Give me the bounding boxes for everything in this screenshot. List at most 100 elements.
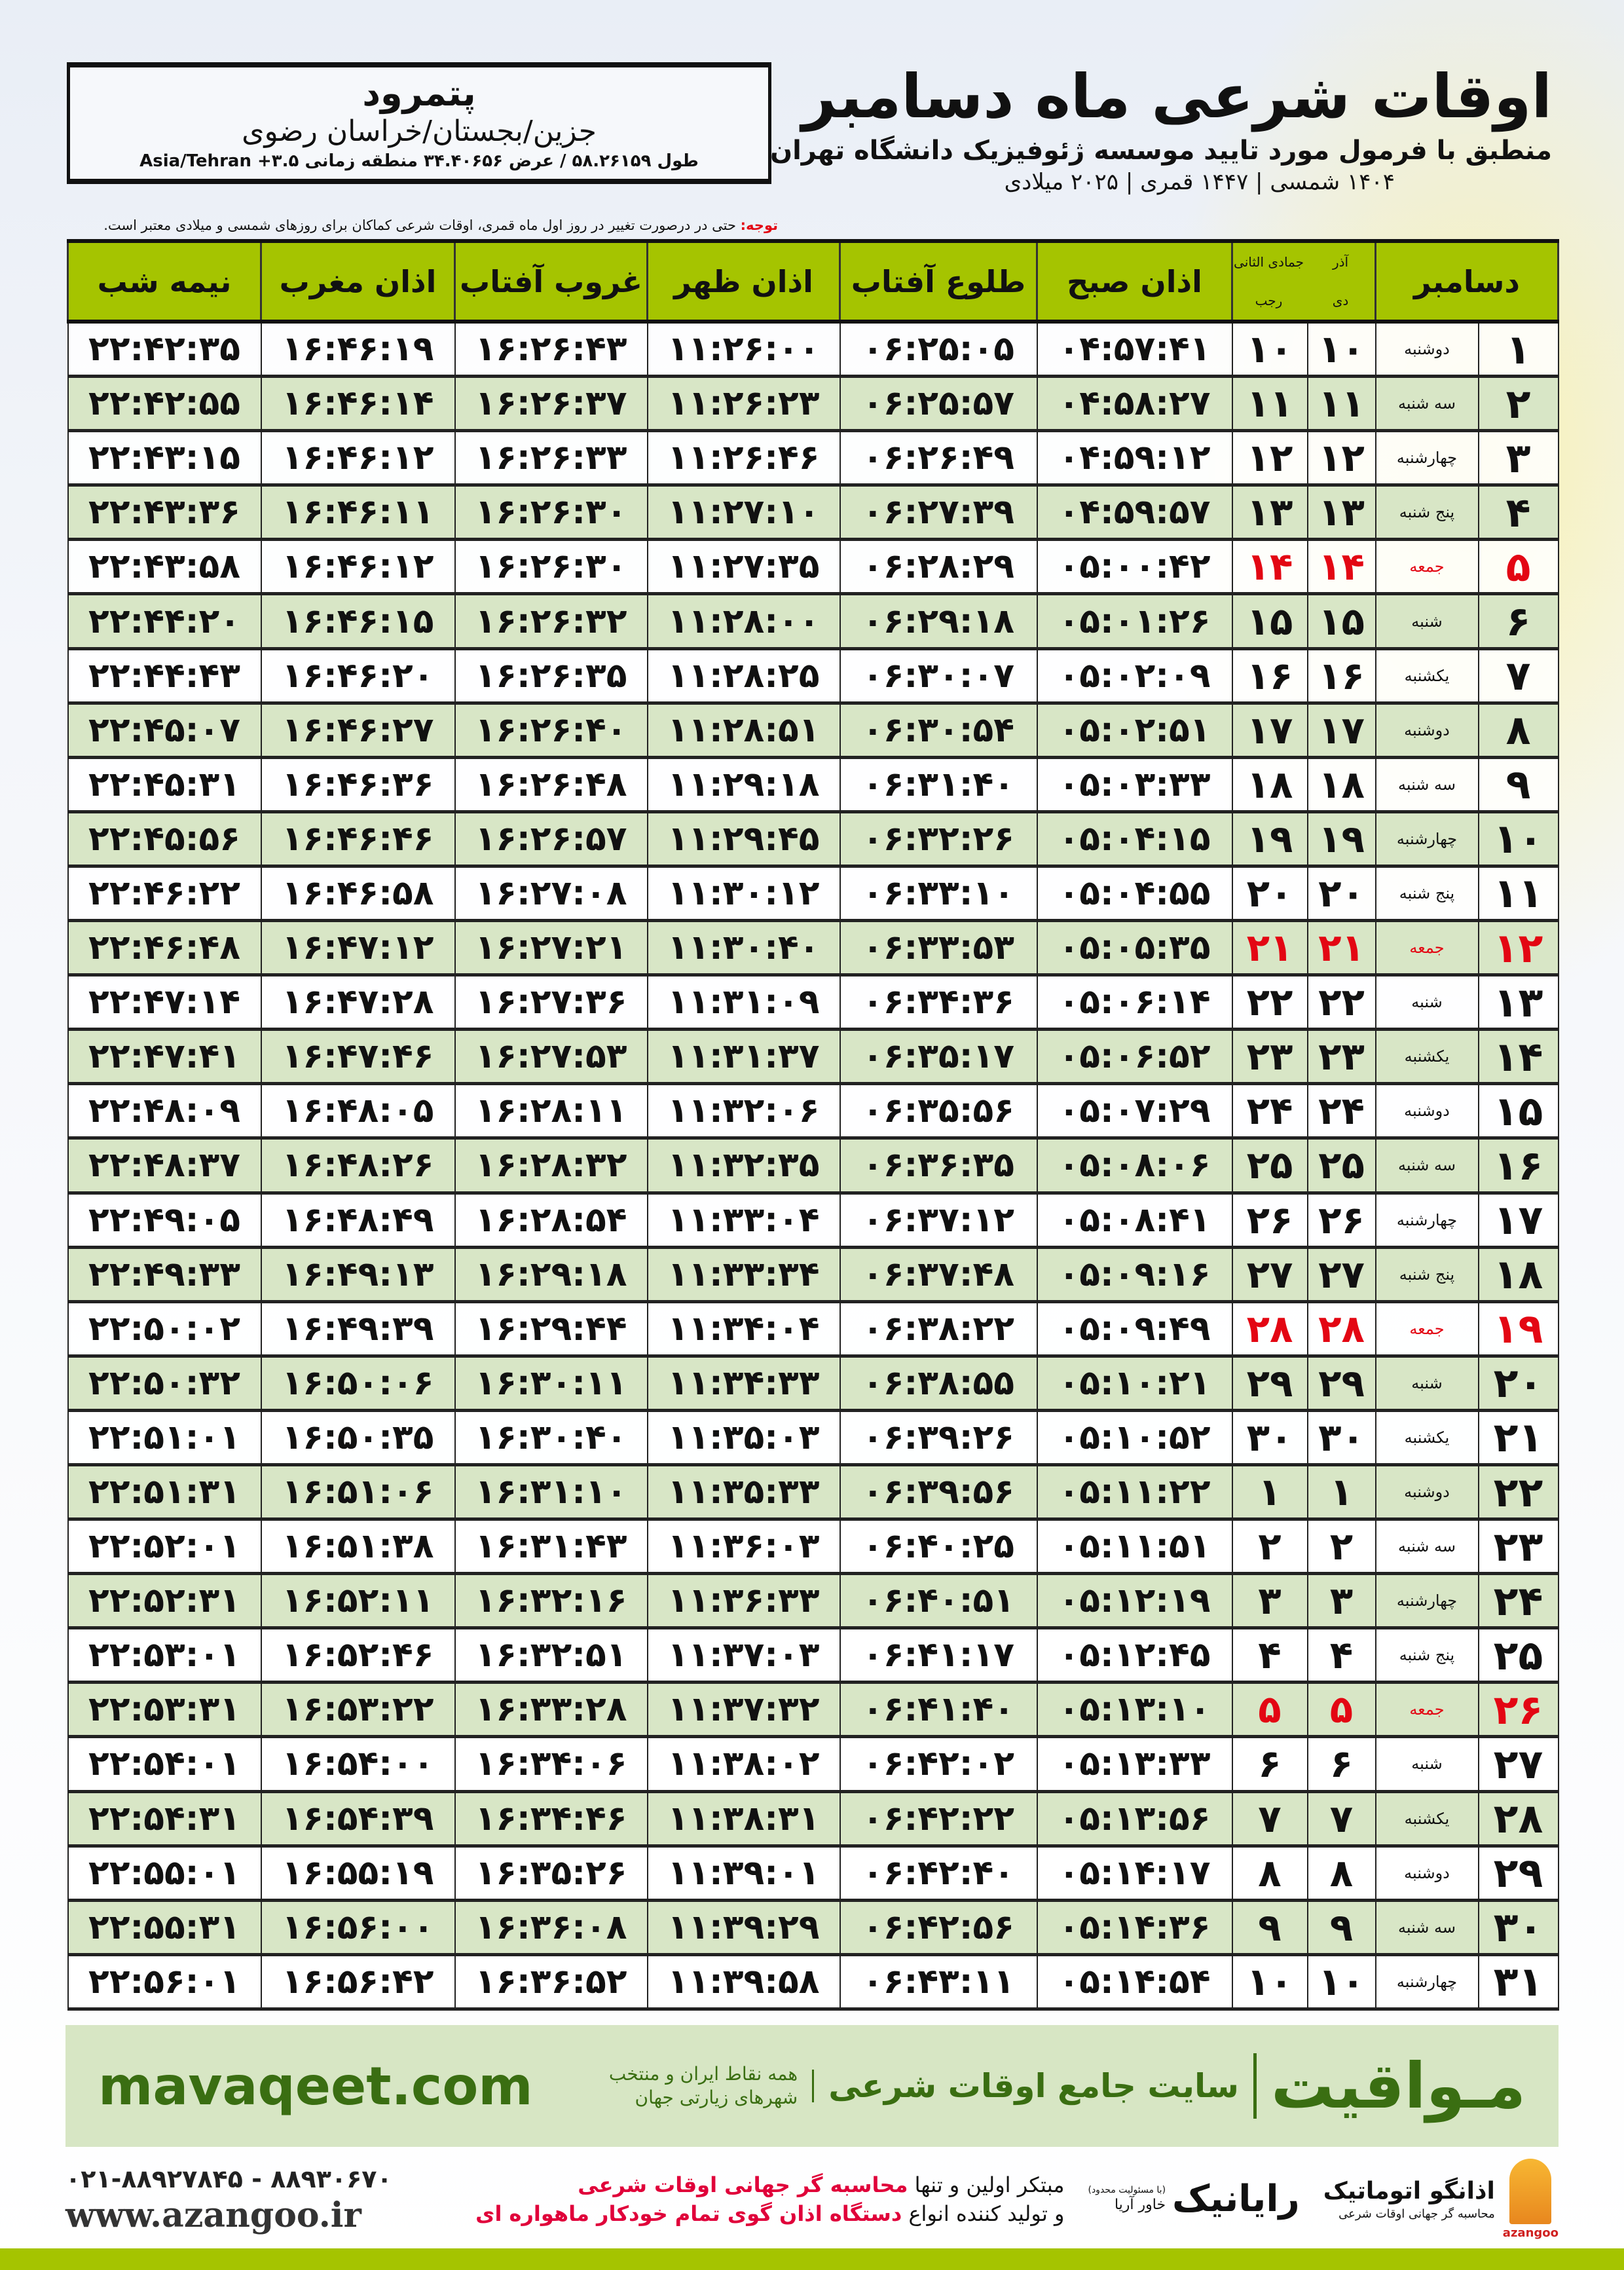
table-row: ۳۱ چهارشنبه ۱۰ ۱۰ ۰۵:۱۴:۵۴ ۰۶:۴۳:۱۱ ۱۱:۳۹:۵۸ ۱۶… xyxy=(67,1954,1559,2011)
mavaqeet-site-link[interactable]: mavaqeet.com xyxy=(98,2055,533,2117)
day-number: ۱ xyxy=(1477,321,1559,379)
sunrise-time: ۰۶:۲۵:۰۵ xyxy=(839,321,1038,379)
shamsi-day: ۱۶ xyxy=(1306,648,1376,705)
promo-text: مبتکر اولین و تنها محاسبه گر جهانی اوقات… xyxy=(416,2170,1065,2228)
qamari-day: ۵ xyxy=(1231,1681,1308,1739)
sunrise-time: ۰۶:۲۸:۲۹ xyxy=(839,538,1038,596)
shamsi-day: ۴ xyxy=(1306,1627,1376,1684)
table-row: ۸ دوشنبه ۱۷ ۱۷ ۰۵:۰۲:۵۱ ۰۶:۳۰:۵۴ ۱۱:۲۸:۵۱ ۱۶:۲۶… xyxy=(67,702,1559,759)
weekday: چهارشنبه xyxy=(1375,1191,1479,1249)
dhuhr-time: ۱۱:۳۴:۳۳ xyxy=(646,1355,841,1412)
day-number: ۲۹ xyxy=(1477,1845,1559,1902)
qamari-day: ۱۴ xyxy=(1231,538,1308,596)
weekday: یکشنبه xyxy=(1375,1409,1479,1466)
sunrise-time: ۰۶:۴۲:۲۲ xyxy=(839,1791,1038,1848)
qamari-day: ۱ xyxy=(1231,1464,1308,1521)
divider xyxy=(812,2070,815,2102)
mosque-dome-icon xyxy=(1509,2158,1552,2224)
sunset-time: ۱۶:۲۶:۵۷ xyxy=(454,811,648,868)
calendar-years: ۱۴۰۴ شمسی | ۱۴۴۷ قمری | ۲۰۲۵ میلادی xyxy=(1004,169,1395,195)
qamari-day: ۱۶ xyxy=(1231,648,1308,705)
shamsi-day: ۲۹ xyxy=(1306,1355,1376,1412)
table-row: ۲۰ شنبه ۲۹ ۲۹ ۰۵:۱۰:۲۱ ۰۶:۳۸:۵۵ ۱۱:۳۴:۳۳ ۱۶:۳۰:… xyxy=(67,1355,1559,1412)
azangoo-site-link[interactable]: www.azangoo.ir xyxy=(65,2195,361,2235)
dhuhr-time: ۱۱:۲۸:۲۵ xyxy=(646,648,841,705)
weekday: چهارشنبه xyxy=(1375,811,1479,868)
col-month: دسامبر xyxy=(1375,239,1559,324)
table-row: ۱۹ جمعه ۲۸ ۲۸ ۰۵:۰۹:۴۹ ۰۶:۳۸:۲۲ ۱۱:۳۴:۰۴ ۱۶:۲۹:… xyxy=(67,1301,1559,1358)
azangoo-name: اذانگو اتوماتیک xyxy=(1323,2177,1495,2205)
sunset-time: ۱۶:۳۴:۴۶ xyxy=(454,1791,648,1848)
weekday: جمعه xyxy=(1375,1681,1479,1739)
fajr-time: ۰۵:۱۱:۵۱ xyxy=(1036,1518,1233,1576)
dhuhr-time: ۱۱:۳۹:۲۹ xyxy=(646,1899,841,1956)
maghrib-time: ۱۶:۵۱:۳۸ xyxy=(260,1518,456,1576)
qamari-day: ۳۰ xyxy=(1231,1409,1308,1466)
shamsi-day: ۶ xyxy=(1306,1736,1376,1793)
bottom-bar xyxy=(0,2248,1624,2270)
sunrise-time: ۰۶:۲۵:۵۷ xyxy=(839,375,1038,433)
table-row: ۷ یکشنبه ۱۶ ۱۶ ۰۵:۰۲:۰۹ ۰۶:۳۰:۰۷ ۱۱:۲۸:۲۵ ۱۶:۲۶… xyxy=(67,648,1559,705)
col-sunset: غروب آفتاب xyxy=(454,239,648,324)
sunset-time: ۱۶:۲۶:۴۰ xyxy=(454,702,648,759)
rayanik-note: (با مسئولیت محدود) xyxy=(1088,2184,1166,2195)
day-number: ۲۷ xyxy=(1477,1736,1559,1793)
weekday: چهارشنبه xyxy=(1375,430,1479,487)
table-row: ۹ سه شنبه ۱۸ ۱۸ ۰۵:۰۳:۳۳ ۰۶:۳۱:۴۰ ۱۱:۲۹:۱۸ ۱۶:۲… xyxy=(67,756,1559,813)
table-row: ۴ پنج شنبه ۱۳ ۱۳ ۰۴:۵۹:۵۷ ۰۶:۲۷:۳۹ ۱۱:۲۷:۱۰ ۱۶:… xyxy=(67,484,1559,542)
table-row: ۲۴ چهارشنبه ۳ ۳ ۰۵:۱۲:۱۹ ۰۶:۴۰:۵۱ ۱۱:۳۶:۳۳ ۱۶:۳… xyxy=(67,1572,1559,1630)
promo-line1-highlight: محاسبه گر جهانی اوقات شرعی xyxy=(578,2172,908,2197)
dhuhr-time: ۱۱:۲۸:۵۱ xyxy=(646,702,841,759)
sunset-time: ۱۶:۲۸:۳۲ xyxy=(454,1137,648,1195)
midnight-time: ۲۲:۵۰:۰۲ xyxy=(67,1301,262,1358)
sunset-time: ۱۶:۲۷:۲۱ xyxy=(454,920,648,977)
maghrib-time: ۱۶:۴۶:۱۹ xyxy=(260,321,456,379)
fajr-time: ۰۵:۱۳:۱۰ xyxy=(1036,1681,1233,1739)
location-box: پتمرود جزین/بجستان/خراسان رضوی طول ۵۸.۲۶… xyxy=(67,62,771,184)
shamsi-day: ۱۴ xyxy=(1306,538,1376,596)
fajr-time: ۰۵:۰۷:۲۹ xyxy=(1036,1083,1233,1140)
dhuhr-time: ۱۱:۳۹:۰۱ xyxy=(646,1845,841,1902)
fajr-time: ۰۵:۱۴:۱۷ xyxy=(1036,1845,1233,1902)
day-number: ۷ xyxy=(1477,648,1559,705)
shamsi-day: ۲۴ xyxy=(1306,1083,1376,1140)
qamari-day: ۲۰ xyxy=(1231,865,1308,923)
col-qamari-prev: جمادی الثانی xyxy=(1234,254,1304,270)
maghrib-time: ۱۶:۵۵:۱۹ xyxy=(260,1845,456,1902)
qamari-day: ۷ xyxy=(1231,1791,1308,1848)
dhuhr-time: ۱۱:۲۶:۴۶ xyxy=(646,430,841,487)
sunset-time: ۱۶:۳۲:۱۶ xyxy=(454,1572,648,1630)
midnight-time: ۲۲:۴۳:۵۸ xyxy=(67,538,262,596)
maghrib-time: ۱۶:۵۴:۳۹ xyxy=(260,1791,456,1848)
qamari-day: ۲۲ xyxy=(1231,974,1308,1032)
col-shamsi: دی xyxy=(1332,292,1349,308)
qamari-day: ۲۹ xyxy=(1231,1355,1308,1412)
sunrise-time: ۰۶:۳۹:۲۶ xyxy=(839,1409,1038,1466)
table-row: ۱۳ شنبه ۲۲ ۲۲ ۰۵:۰۶:۱۴ ۰۶:۳۴:۳۶ ۱۱:۳۱:۰۹ ۱۶:۲۷:… xyxy=(67,974,1559,1032)
shamsi-day: ۲۸ xyxy=(1306,1301,1376,1358)
weekday: شنبه xyxy=(1375,593,1479,650)
shamsi-day: ۱۱ xyxy=(1306,375,1376,433)
promo-line1: مبتکر اولین و تنها xyxy=(908,2172,1065,2197)
table-row: ۱ دوشنبه ۱۰ ۱۰ ۰۴:۵۷:۴۱ ۰۶:۲۵:۰۵ ۱۱:۲۶:۰۰ ۱۶:۲۶… xyxy=(67,321,1559,379)
midnight-time: ۲۲:۵۶:۰۱ xyxy=(67,1954,262,2011)
maghrib-time: ۱۶:۵۳:۲۲ xyxy=(260,1681,456,1739)
sunset-time: ۱۶:۳۲:۵۱ xyxy=(454,1627,648,1684)
banner-tagline: سایت جامع اوقات شرعی xyxy=(828,2067,1239,2105)
weekday: یکشنبه xyxy=(1375,1791,1479,1848)
rayanik-name: رایانیک xyxy=(1172,2177,1300,2220)
midnight-time: ۲۲:۵۲:۳۱ xyxy=(67,1572,262,1630)
footer: azangoo اذانگو اتوماتیک محاسبه گر جهانی … xyxy=(65,2151,1559,2246)
maghrib-time: ۱۶:۵۶:۰۰ xyxy=(260,1899,456,1956)
day-number: ۳۱ xyxy=(1477,1954,1559,2011)
midnight-time: ۲۲:۴۹:۰۵ xyxy=(67,1191,262,1249)
shamsi-day: ۲۳ xyxy=(1306,1028,1376,1086)
fajr-time: ۰۵:۱۲:۱۹ xyxy=(1036,1572,1233,1630)
maghrib-time: ۱۶:۴۸:۴۹ xyxy=(260,1191,456,1249)
sunset-time: ۱۶:۳۰:۱۱ xyxy=(454,1355,648,1412)
midnight-time: ۲۲:۴۶:۴۸ xyxy=(67,920,262,977)
note: توجه: حتی در درصورت تغییر در روز اول ماه… xyxy=(67,216,778,234)
maghrib-time: ۱۶:۴۶:۳۶ xyxy=(260,756,456,813)
day-number: ۱۴ xyxy=(1477,1028,1559,1086)
promo-line2-highlight: دستگاه اذان گوی تمام خودکار ماهواره ای xyxy=(475,2201,902,2226)
